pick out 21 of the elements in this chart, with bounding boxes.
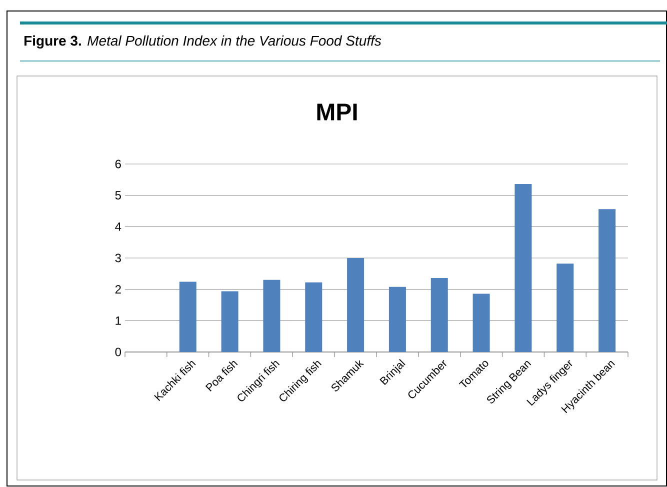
y-tick-label: 2 bbox=[115, 285, 121, 294]
bar bbox=[388, 286, 406, 352]
bar bbox=[514, 184, 532, 352]
bar bbox=[430, 278, 448, 352]
bar bbox=[347, 258, 364, 352]
bar bbox=[305, 282, 322, 352]
y-tick-label: 0 bbox=[115, 348, 122, 356]
bar bbox=[472, 294, 490, 352]
y-tick-label: 1 bbox=[116, 316, 121, 325]
chart-title: MPI bbox=[317, 104, 357, 120]
y-tick-label: 6 bbox=[115, 160, 121, 168]
y-tick-label: 3 bbox=[115, 254, 121, 262]
bar bbox=[263, 280, 280, 352]
bar bbox=[556, 264, 574, 352]
y-tick-label: 4 bbox=[115, 222, 122, 231]
bar bbox=[598, 209, 616, 352]
bar bbox=[221, 291, 238, 352]
y-tick-label: 5 bbox=[115, 191, 121, 200]
text: Figure 3. Metal Pollution Index in the Various Food Stuffs bbox=[24, 35, 382, 49]
x-tick-label: Poa fish bbox=[205, 361, 238, 392]
bar bbox=[179, 282, 196, 352]
